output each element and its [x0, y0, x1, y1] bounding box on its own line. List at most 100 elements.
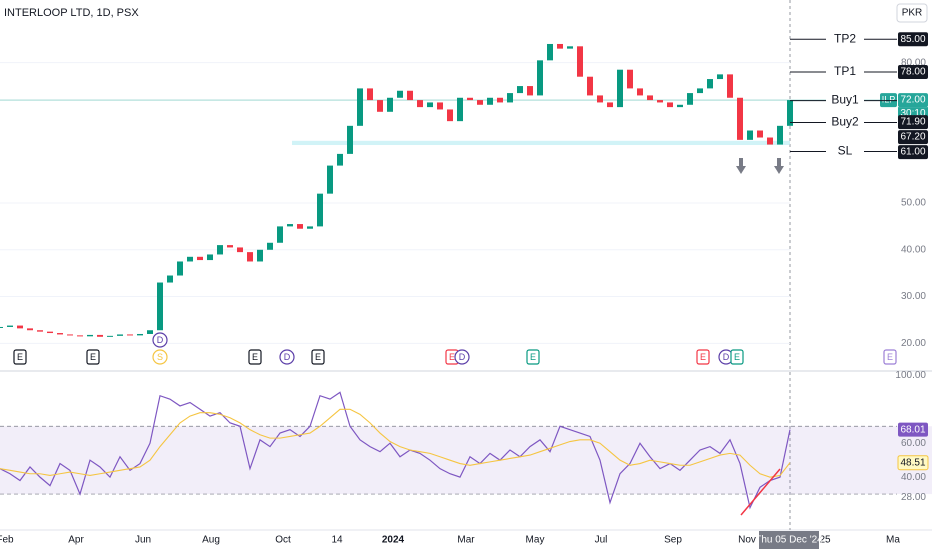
candle — [347, 125, 353, 154]
candle — [37, 330, 43, 332]
candle — [137, 333, 143, 336]
candle — [267, 242, 273, 250]
candle — [27, 328, 33, 331]
candle — [777, 125, 783, 145]
candle — [457, 97, 463, 122]
candle — [567, 46, 573, 49]
level-name-bg — [826, 144, 864, 159]
level-name: TP1 — [834, 64, 856, 78]
event-marker — [526, 349, 540, 365]
candle — [57, 333, 63, 335]
level-name-bg — [826, 93, 864, 108]
candle — [107, 335, 113, 337]
event-marker — [311, 349, 325, 365]
candle — [97, 334, 103, 337]
level-label: 78.00 — [900, 67, 925, 78]
candle — [257, 249, 263, 262]
candle — [277, 226, 283, 243]
x-tick-label: Apr — [68, 535, 84, 546]
candle — [667, 102, 673, 108]
candle — [507, 93, 513, 103]
candle — [237, 247, 243, 253]
event-marker — [696, 349, 710, 365]
candle — [407, 90, 413, 101]
candle — [77, 335, 83, 337]
y-tick-label: 100.00 — [895, 370, 926, 381]
y-tick-label: 60.00 — [901, 438, 926, 449]
cursor-label: Thu 05 Dec '24 — [755, 535, 823, 546]
candle — [737, 97, 743, 140]
candle — [547, 43, 553, 61]
candle — [7, 325, 13, 327]
last-value-box — [898, 422, 928, 437]
candle — [87, 334, 93, 337]
event-marker — [13, 349, 27, 365]
x-tick-label: 25 — [819, 535, 831, 546]
chart-title: INTERLOOP LTD, 1D, PSX — [4, 7, 139, 19]
event-marker — [152, 332, 168, 348]
event-label: D — [157, 335, 164, 345]
level-label-box — [898, 130, 928, 145]
candle — [247, 252, 253, 262]
candle — [17, 325, 23, 329]
candle — [787, 100, 793, 126]
event-label: E — [315, 352, 321, 362]
candle — [597, 95, 603, 103]
event-label: D — [723, 352, 730, 362]
level-label: 85.00 — [900, 34, 925, 45]
trend-line — [740, 468, 781, 516]
candle — [577, 46, 583, 77]
candle — [367, 88, 373, 101]
event-label: E — [252, 352, 258, 362]
candle — [197, 256, 203, 261]
candle — [117, 334, 123, 336]
rsi-pane: 100.00 60.00 40.00 28.00 68.01 48.51 — [0, 370, 932, 516]
currency-box[interactable] — [896, 3, 928, 23]
level-label-box — [898, 145, 928, 160]
candle — [637, 88, 643, 96]
level-label-box — [898, 65, 928, 80]
candle — [177, 261, 183, 276]
event-label: E — [530, 352, 536, 362]
event-marker — [883, 349, 897, 365]
candle — [337, 153, 343, 166]
candle — [437, 102, 443, 110]
event-label: E — [887, 352, 893, 362]
x-tick-label: Feb — [0, 535, 14, 546]
x-tick-label: Oct — [275, 535, 291, 546]
x-tick-label: Nov — [738, 535, 756, 546]
x-tick-label: Jun — [135, 535, 151, 546]
event-marker — [454, 349, 470, 365]
candle — [447, 109, 453, 122]
candle — [387, 97, 393, 112]
event-marker — [279, 349, 295, 365]
y-tick-label: 40.00 — [901, 472, 926, 483]
candle — [167, 275, 173, 283]
candle — [187, 256, 193, 262]
y-tick-label: 30.00 — [901, 291, 926, 302]
event-label: D — [284, 352, 291, 362]
candle — [487, 97, 493, 105]
candle — [147, 330, 153, 334]
candle — [287, 224, 293, 227]
candle — [717, 74, 723, 80]
level-label: 67.20 — [900, 132, 925, 143]
last-value-box — [897, 455, 929, 471]
y-tick-label: 28.00 — [901, 492, 926, 503]
candle — [707, 79, 713, 89]
candle — [727, 74, 733, 98]
level-name-bg — [826, 115, 864, 130]
event-label: E — [449, 352, 455, 362]
level-name: Buy1 — [831, 93, 859, 107]
candle — [587, 76, 593, 96]
y-tick-label: 40.00 — [901, 244, 926, 255]
level-name: TP2 — [834, 31, 856, 45]
x-tick-label: 14 — [331, 535, 343, 546]
candle — [537, 60, 543, 96]
candle — [607, 102, 613, 108]
candle — [127, 334, 133, 336]
candle — [527, 86, 533, 96]
symbol: ILP — [882, 94, 896, 104]
